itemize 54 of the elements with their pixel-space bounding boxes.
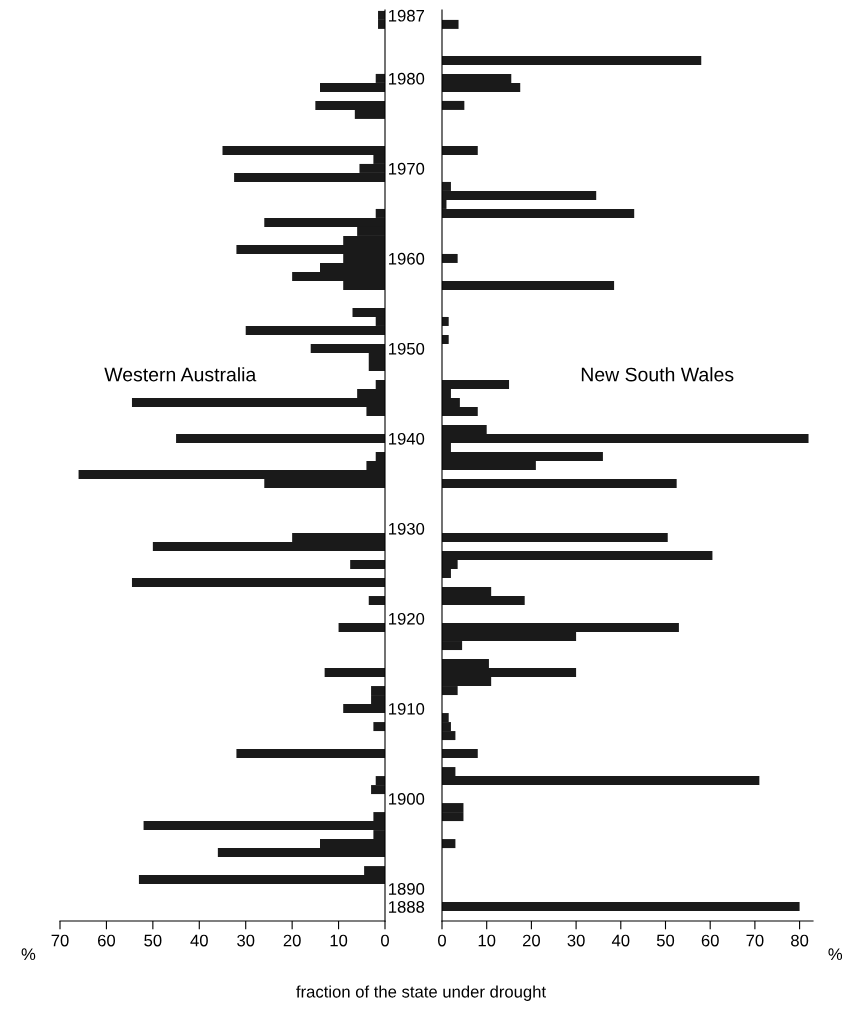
x-tick-label: 60 [98, 934, 116, 947]
bar [442, 55, 702, 65]
bar [442, 533, 668, 543]
x-tick-label: 20 [522, 934, 541, 947]
bar [442, 19, 459, 29]
bar [131, 578, 385, 588]
bar [442, 280, 615, 290]
x-tick-label: 30 [237, 934, 255, 947]
bar [442, 479, 677, 488]
bar [442, 334, 449, 344]
x-tick-label: 80 [791, 934, 809, 947]
x-tick-label: 50 [656, 934, 675, 947]
bar [442, 253, 458, 263]
y-tick-label: 1980 [389, 72, 425, 85]
x-axis-title: fraction of the state under drought [296, 985, 546, 1001]
x-tick-label: 70 [746, 934, 764, 947]
bar [442, 316, 449, 326]
x-tick-label: 40 [190, 934, 208, 947]
bar [338, 623, 385, 633]
bar [373, 722, 385, 732]
bar [324, 668, 385, 678]
y-tick-label: 1970 [389, 162, 425, 175]
y-tick-label: 1940 [389, 432, 425, 445]
y-tick-label: 1987 [389, 9, 425, 22]
x-tick-label: 50 [144, 934, 162, 947]
y-tick-label: 1960 [389, 252, 425, 265]
x-tick-label: 10 [330, 934, 348, 947]
series-label: Western Australia [104, 367, 257, 382]
bar [350, 560, 385, 570]
y-tick-label: 1950 [389, 342, 425, 355]
y-tick-label: 1910 [389, 702, 425, 715]
text: % [21, 948, 36, 961]
x-tick-label: 10 [478, 934, 496, 947]
x-tick-label: 30 [567, 934, 585, 947]
bar [368, 596, 385, 606]
bar [236, 749, 385, 759]
bar [442, 145, 478, 155]
y-tick-label: 1900 [389, 792, 425, 805]
bar [442, 100, 465, 110]
bar [442, 749, 478, 759]
text: % [828, 948, 842, 961]
x-tick-label: 40 [611, 934, 630, 947]
x-tick-label: 0 [438, 934, 446, 947]
x-tick-label: 60 [701, 934, 719, 947]
y-tick-label: 1890 [389, 882, 425, 895]
y-tick-label: 1930 [389, 522, 425, 535]
text: New South Wales [581, 367, 734, 382]
x-tick-label: 0 [381, 934, 389, 947]
x-tick-label: 20 [283, 934, 301, 947]
bar [442, 902, 800, 912]
bar [176, 433, 385, 443]
y-tick-label: 1920 [389, 612, 425, 625]
y-tick-label: 1888 [389, 901, 425, 913]
x-tick-label: 70 [51, 934, 69, 947]
